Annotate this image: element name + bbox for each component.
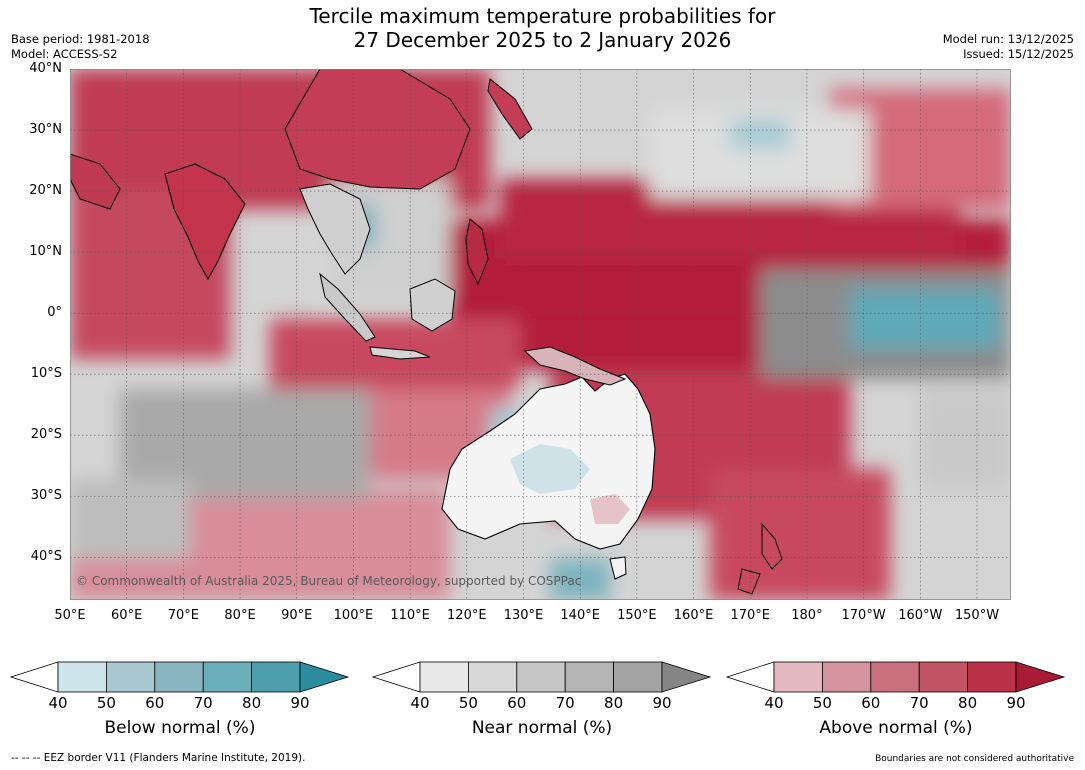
- longitude-label: 150°E: [617, 608, 657, 623]
- latitude-label: 40°S: [30, 549, 62, 565]
- legend-tick-label: 50: [812, 694, 832, 712]
- map-title: Tercile maximum temperature probabilitie…: [0, 4, 1085, 52]
- longitude-label: 60°E: [111, 608, 143, 623]
- longitude-label: 170°E: [730, 608, 770, 623]
- legend-upper-extension: [661, 661, 712, 693]
- copyright-notice: © Commonwealth of Australia 2025, Bureau…: [76, 574, 582, 588]
- legend-tick-label: 90: [1006, 694, 1026, 712]
- legend-color-box: [57, 661, 107, 693]
- legend-lower-extension: [10, 661, 59, 693]
- legend-upper-extension: [1015, 661, 1066, 693]
- legend-lower-extension: [372, 661, 421, 693]
- latitude-label: 0°: [47, 305, 62, 321]
- legend-tick-label: 90: [652, 694, 672, 712]
- map-canvas: [70, 69, 1011, 600]
- legend-title-above: Above normal (%): [819, 718, 973, 738]
- longitude-label: 160°E: [673, 608, 714, 623]
- legend-tick-label: 80: [242, 694, 262, 712]
- legend-color-box: [154, 661, 204, 693]
- eez-note: -- -- -- EEZ border V11 (Flanders Marine…: [11, 752, 306, 764]
- legend-tick-label: 60: [507, 694, 527, 712]
- longitude-label: 150°W: [954, 608, 1000, 623]
- longitude-label: 80°E: [224, 608, 256, 623]
- legend-bar-below: [10, 661, 350, 693]
- legend-ticks-below: 40 50 60 70 80 90: [10, 694, 350, 714]
- longitude-label: 100°E: [333, 608, 374, 623]
- legend-bar-near: [372, 661, 712, 693]
- legend-color-box: [516, 661, 566, 693]
- meta-left: Base period: 1981-2018 Model: ACCESS-S2: [11, 32, 150, 62]
- legend-title-near: Near normal (%): [471, 718, 613, 738]
- legend-upper-extension: [299, 661, 350, 693]
- issued-date: Issued: 15/12/2025: [963, 47, 1074, 61]
- india-landmass: [164, 163, 246, 281]
- longitude-label: 50°E: [54, 608, 86, 623]
- longitude-label: 160°W: [898, 608, 943, 623]
- model-name: Model: ACCESS-S2: [11, 47, 118, 61]
- boundaries-note: Boundaries are not considered authoritat…: [875, 754, 1074, 764]
- base-period: Base period: 1981-2018: [11, 32, 150, 46]
- legend-near-normal: 40 50 60 70 80 90 Near normal (%): [372, 660, 712, 738]
- longitude-label: 130°E: [503, 608, 544, 623]
- latitude-label: 10°S: [30, 366, 62, 382]
- legend-color-box: [468, 661, 518, 693]
- legend-tick-label: 70: [555, 694, 575, 712]
- legend-tick-label: 40: [764, 694, 784, 712]
- legend-tick-label: 40: [410, 694, 430, 712]
- legend-tick-label: 60: [861, 694, 881, 712]
- legend-color-box: [564, 661, 614, 693]
- legend-above-normal: 40 50 60 70 80 90 Above normal (%): [726, 660, 1066, 738]
- latitude-label: 20°N: [29, 183, 62, 199]
- latitude-label: 30°N: [29, 122, 62, 138]
- longitude-label: 120°E: [447, 608, 487, 623]
- latitude-label: 30°S: [30, 488, 62, 504]
- legend-tick-label: 80: [604, 694, 624, 712]
- longitude-label: 170°W: [841, 608, 886, 623]
- legend-tick-label: 40: [48, 694, 68, 712]
- legend-color-box: [918, 661, 968, 693]
- longitude-label: 140°E: [560, 608, 600, 623]
- legend-color-box: [613, 661, 663, 693]
- legend-ticks-near: 40 50 60 70 80 90: [372, 694, 712, 714]
- longitude-label: 110°E: [390, 608, 430, 623]
- latitude-label: 40°N: [29, 61, 62, 76]
- legend-tick-label: 80: [958, 694, 978, 712]
- legend-tick-label: 50: [458, 694, 478, 712]
- legend-color-box: [419, 661, 469, 693]
- probability-map: [70, 69, 1011, 600]
- legend-color-box: [870, 661, 920, 693]
- legend-tick-label: 70: [193, 694, 213, 712]
- legend-color-box: [773, 661, 823, 693]
- legend-color-box: [106, 661, 156, 693]
- model-run: Model run: 13/12/2025: [942, 32, 1074, 46]
- legend-color-box: [822, 661, 872, 693]
- legend-tick-label: 70: [909, 694, 929, 712]
- latitude-label: 10°N: [29, 244, 62, 260]
- legend-tick-label: 50: [96, 694, 116, 712]
- new-guinea: [523, 346, 627, 386]
- legend-title-below: Below normal (%): [104, 718, 256, 738]
- meta-right: Model run: 13/12/2025 Issued: 15/12/2025: [943, 32, 1074, 62]
- legend-color-box: [967, 661, 1017, 693]
- legend-ticks-above: 40 50 60 70 80 90: [726, 694, 1066, 714]
- legend-tick-label: 90: [290, 694, 310, 712]
- legend-color-box: [202, 661, 252, 693]
- legend-lower-extension: [726, 661, 775, 693]
- legend-bar-above: [726, 661, 1066, 693]
- latitude-label: 20°S: [30, 427, 62, 443]
- longitude-label: 90°E: [281, 608, 313, 623]
- legend-below-normal: 40 50 60 70 80 90 Below normal (%): [10, 660, 350, 738]
- longitude-label: 180°: [791, 608, 823, 623]
- graticule: [70, 69, 1011, 600]
- title-line-2: 27 December 2025 to 2 January 2026: [353, 28, 732, 52]
- title-line-1: Tercile maximum temperature probabilitie…: [309, 4, 776, 28]
- legend-tick-label: 60: [145, 694, 165, 712]
- legend-color-box: [251, 661, 301, 693]
- longitude-label: 70°E: [167, 608, 199, 623]
